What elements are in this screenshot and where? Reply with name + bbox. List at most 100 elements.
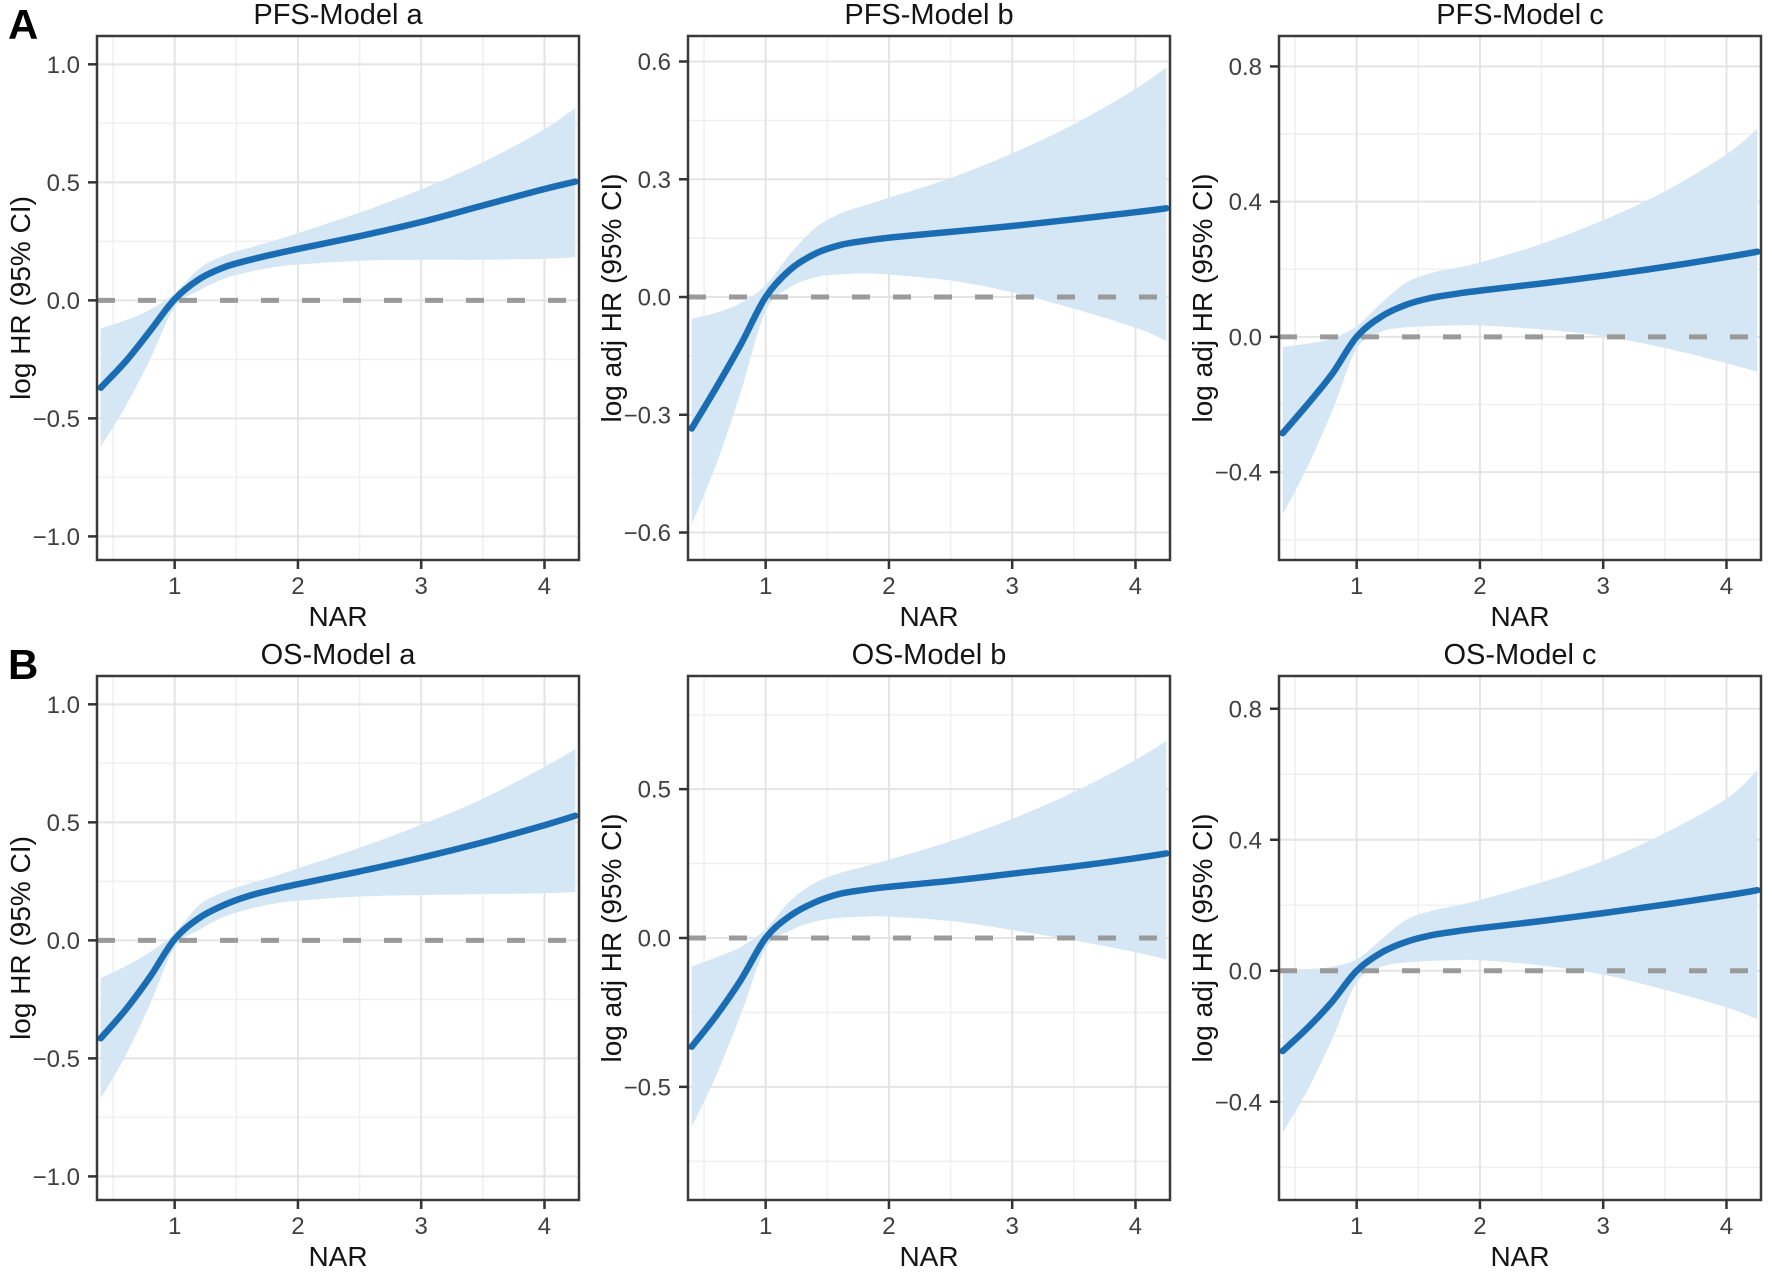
y-tick-label: 0.0 (638, 285, 671, 312)
y-tick-label: 1.0 (47, 52, 80, 79)
panel-os-model-c: 1 2 3 4 0.8 0.4 0.0 −0.4 OS-Model c log adj HR (9… (1182, 640, 1772, 1279)
x-axis-label: NAR (1490, 1241, 1549, 1272)
y-axis-label: log adj HR (95% CI) (596, 174, 627, 423)
axis-ticks: 1 2 3 4 0.5 0.0 −0.5 (624, 777, 1143, 1240)
y-tick-label: 0.8 (1229, 696, 1262, 723)
x-tick-label: 3 (415, 1213, 428, 1240)
x-tick-label: 3 (415, 573, 428, 600)
trend-line (1279, 886, 1761, 1055)
y-tick-label: 0.5 (638, 777, 671, 804)
y-axis-label: log adj HR (95% CI) (1187, 174, 1218, 423)
x-tick-label: 1 (759, 573, 772, 600)
x-tick-label: 3 (1006, 573, 1019, 600)
panel-svg-pfs-model-b: 1 2 3 4 0.6 0.3 0.0 −0.3 −0.6 PFS-Model b log adj … (596, 0, 1172, 632)
panel-title: OS-Model c (1443, 640, 1596, 671)
x-tick-label: 3 (1597, 1213, 1610, 1240)
panel-title: PFS-Model c (1436, 0, 1604, 31)
y-tick-label: −1.0 (33, 1164, 80, 1191)
x-axis-label: NAR (899, 601, 958, 632)
axis-ticks: 1 2 3 4 1.0 0.5 0.0 −0.5 −1.0 (33, 52, 552, 600)
panel-title: PFS-Model a (253, 0, 423, 31)
x-tick-label: 4 (538, 1213, 551, 1240)
x-tick-label: 3 (1597, 573, 1610, 600)
panel-os-model-b: 1 2 3 4 0.5 0.0 −0.5 OS-Model b log adj HR (95% … (591, 640, 1182, 1279)
x-tick-label: 2 (882, 1213, 895, 1240)
x-tick-label: 1 (168, 1213, 181, 1240)
panel-pfs-model-b: 1 2 3 4 0.6 0.3 0.0 −0.3 −0.6 PFS-Model b log adj … (591, 0, 1182, 639)
x-tick-label: 2 (1473, 573, 1486, 600)
ci-ribbon (100, 108, 576, 447)
panel-svg-os-model-a: 1 2 3 4 1.0 0.5 0.0 −0.5 −1.0 OS-Model a log HR (9… (5, 640, 581, 1272)
trend-line (688, 850, 1170, 1050)
panel-pfs-model-c: 1 2 3 4 0.8 0.4 0.0 −0.4 PFS-Model c log adj HR (… (1182, 0, 1772, 639)
y-tick-label: −0.5 (33, 406, 80, 433)
x-tick-label: 1 (168, 573, 181, 600)
x-tick-label: 1 (1350, 1213, 1363, 1240)
panel-svg-pfs-model-a: 1 2 3 4 1.0 0.5 0.0 −0.5 −1.0 PFS-Model a log HR (… (5, 0, 581, 632)
gridlines (688, 36, 1170, 560)
y-tick-label: 0.5 (47, 810, 80, 837)
y-axis-label: log adj HR (95% CI) (596, 814, 627, 1063)
x-tick-label: 4 (1129, 573, 1142, 600)
y-tick-label: −0.3 (624, 402, 671, 429)
y-tick-label: 0.8 (1229, 54, 1262, 81)
x-tick-label: 1 (1350, 573, 1363, 600)
panel-border (1277, 674, 1763, 1202)
row-label-a: A (8, 1, 39, 48)
y-tick-label: −0.4 (1215, 1089, 1262, 1116)
panel-title: OS-Model a (261, 640, 417, 671)
y-tick-label: 0.0 (1229, 324, 1262, 351)
ci-ribbon (100, 749, 576, 1099)
x-axis-label: NAR (308, 1241, 367, 1272)
x-tick-label: 2 (882, 573, 895, 600)
y-tick-label: −1.0 (33, 524, 80, 551)
panel-os-model-a: 1 2 3 4 1.0 0.5 0.0 −0.5 −1.0 OS-Model a log HR (9… (0, 640, 591, 1279)
x-axis-label: NAR (899, 1241, 958, 1272)
ci-ribbon (1282, 129, 1758, 515)
y-tick-label: 0.6 (638, 49, 671, 76)
y-tick-label: 0.4 (1229, 189, 1262, 216)
y-axis-label: log HR (95% CI) (5, 836, 36, 1040)
y-tick-label: 1.0 (47, 692, 80, 719)
y-tick-label: −0.5 (624, 1074, 671, 1101)
x-tick-label: 4 (1720, 573, 1733, 600)
axis-ticks: 1 2 3 4 0.8 0.4 0.0 −0.4 (1215, 696, 1734, 1240)
y-tick-label: −0.4 (1215, 460, 1262, 487)
x-tick-label: 2 (1473, 1213, 1486, 1240)
panel-title: OS-Model b (852, 640, 1007, 671)
axis-ticks: 1 2 3 4 0.8 0.4 0.0 −0.4 (1215, 54, 1734, 600)
ci-ribbon (1282, 770, 1758, 1133)
y-tick-label: 0.0 (638, 926, 671, 953)
x-tick-label: 3 (1006, 1213, 1019, 1240)
y-tick-label: −0.5 (33, 1046, 80, 1073)
trend-line (97, 812, 579, 1042)
y-tick-label: 0.0 (47, 928, 80, 955)
x-tick-label: 4 (1129, 1213, 1142, 1240)
panel-svg-pfs-model-c: 1 2 3 4 0.8 0.4 0.0 −0.4 PFS-Model c log adj HR (… (1187, 0, 1763, 632)
plot-background (97, 676, 579, 1200)
y-axis-label: log adj HR (95% CI) (1187, 814, 1218, 1063)
x-tick-label: 2 (291, 1213, 304, 1240)
row-label-b: B (8, 641, 39, 688)
trend-line (688, 205, 1170, 432)
axis-ticks: 1 2 3 4 1.0 0.5 0.0 −0.5 −1.0 (33, 692, 552, 1240)
y-tick-label: 0.0 (47, 288, 80, 315)
x-tick-label: 4 (1720, 1213, 1733, 1240)
panel-title: PFS-Model b (844, 0, 1013, 31)
y-tick-label: 0.4 (1229, 827, 1262, 854)
y-tick-label: 0.5 (47, 170, 80, 197)
y-tick-label: 0.0 (1229, 958, 1262, 985)
x-tick-label: 2 (291, 573, 304, 600)
axis-ticks: 1 2 3 4 0.6 0.3 0.0 −0.3 −0.6 (624, 49, 1143, 600)
y-axis-label: log HR (95% CI) (5, 196, 36, 400)
panel-border (95, 674, 581, 1202)
ci-ribbon (691, 67, 1167, 525)
trend-line (97, 178, 579, 391)
x-axis-label: NAR (1490, 601, 1549, 632)
panel-pfs-model-a: 1 2 3 4 1.0 0.5 0.0 −0.5 −1.0 PFS-Model a log HR (… (0, 0, 591, 639)
y-tick-label: 0.3 (638, 167, 671, 194)
x-axis-label: NAR (308, 601, 367, 632)
panel-border (1277, 34, 1763, 562)
panel-svg-os-model-c: 1 2 3 4 0.8 0.4 0.0 −0.4 OS-Model c log adj HR (9… (1187, 640, 1763, 1272)
